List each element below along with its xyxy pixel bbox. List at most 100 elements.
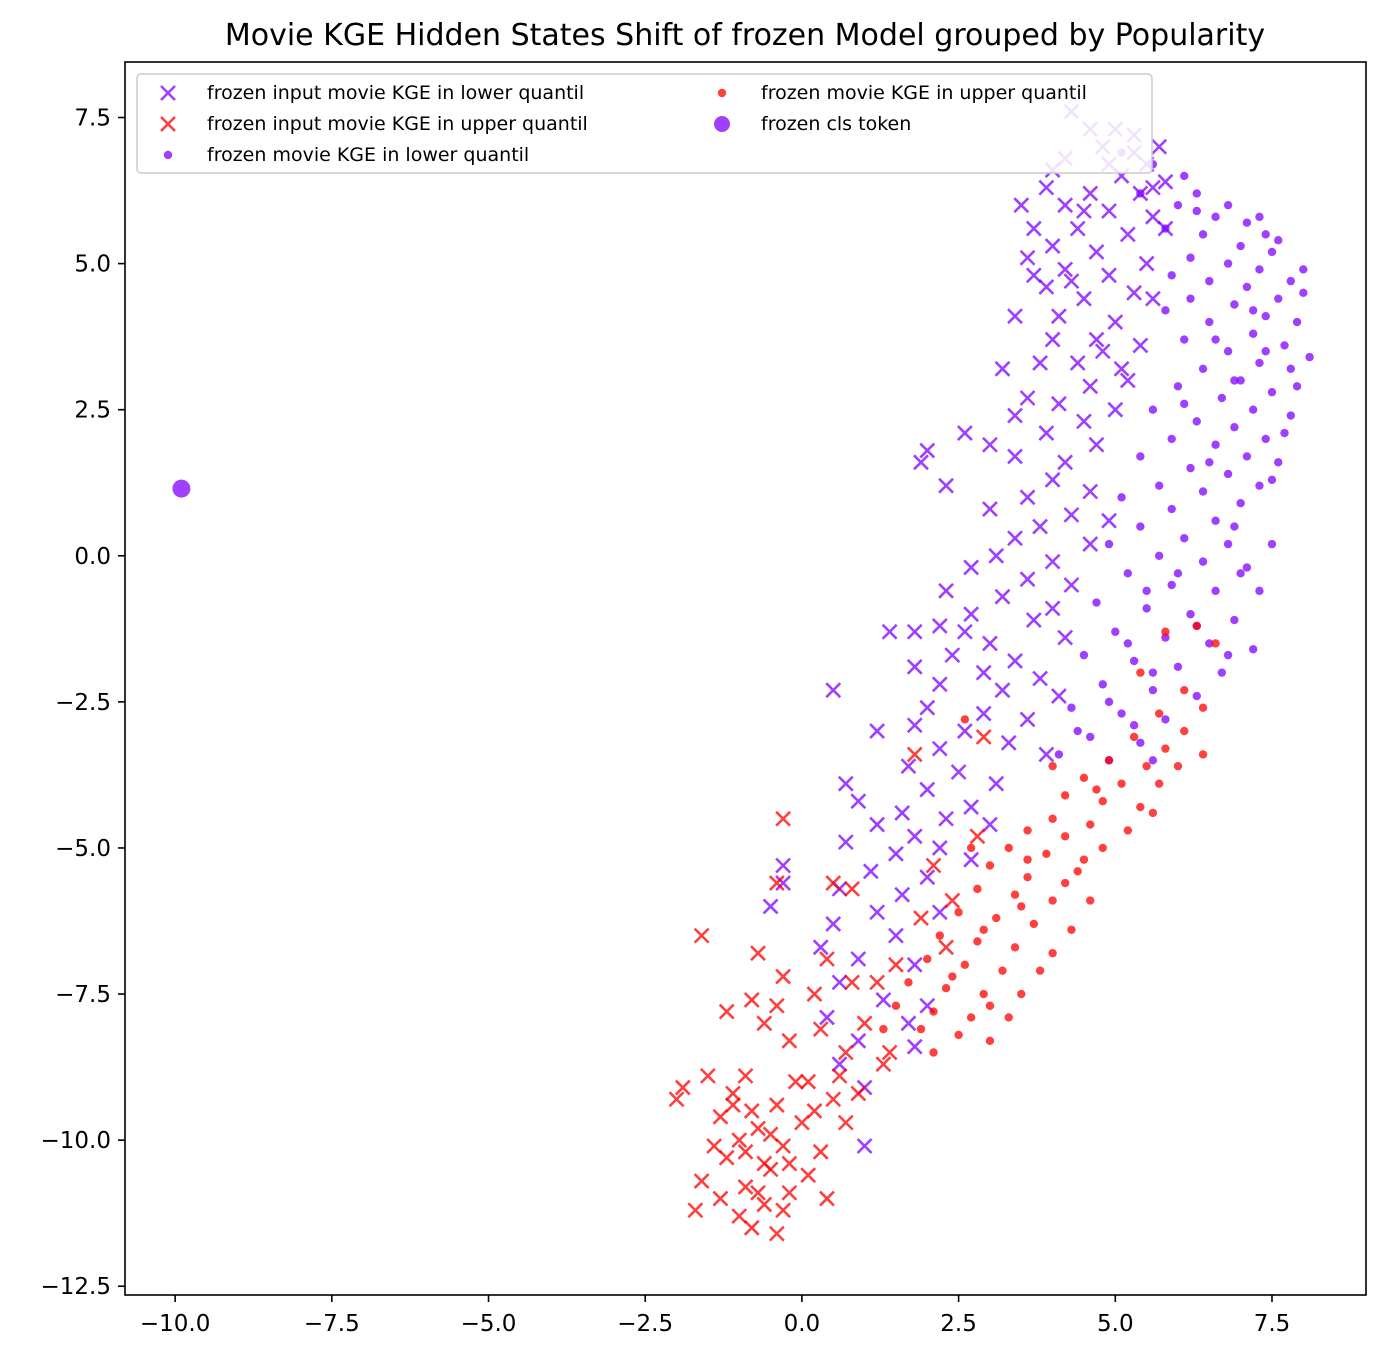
data-point bbox=[1142, 604, 1151, 613]
data-point bbox=[1180, 171, 1189, 181]
data-point bbox=[844, 974, 860, 991]
data-point bbox=[1086, 732, 1095, 742]
data-point bbox=[1154, 481, 1164, 490]
data-point bbox=[1038, 279, 1055, 295]
data-point bbox=[1107, 401, 1124, 418]
data-point bbox=[1019, 489, 1036, 506]
data-point bbox=[1173, 761, 1183, 771]
legend-marker-dot bbox=[717, 88, 727, 98]
data-point bbox=[1004, 843, 1013, 853]
data-point bbox=[1198, 557, 1208, 566]
data-point bbox=[1069, 355, 1086, 371]
data-point bbox=[994, 588, 1011, 605]
data-point bbox=[888, 845, 904, 862]
data-point bbox=[954, 908, 963, 917]
data-point bbox=[1223, 469, 1233, 479]
data-point bbox=[1060, 791, 1070, 800]
data-point bbox=[994, 360, 1011, 377]
data-point bbox=[1044, 600, 1061, 617]
data-point bbox=[1205, 317, 1214, 327]
data-point bbox=[1048, 896, 1057, 905]
data-point bbox=[862, 863, 879, 880]
data-point bbox=[1144, 179, 1161, 196]
data-point bbox=[1048, 948, 1057, 958]
data-point bbox=[931, 840, 948, 856]
data-point bbox=[1017, 989, 1026, 999]
data-point bbox=[1067, 925, 1076, 934]
data-point bbox=[1019, 571, 1036, 588]
data-point bbox=[1069, 220, 1086, 237]
data-point bbox=[1198, 703, 1208, 712]
data-point bbox=[894, 886, 911, 903]
data-point bbox=[768, 875, 785, 891]
data-point bbox=[988, 775, 1005, 792]
data-point bbox=[956, 723, 973, 740]
data-point bbox=[1057, 197, 1074, 214]
data-point bbox=[916, 1024, 926, 1034]
data-point bbox=[812, 1021, 829, 1038]
y-tick-label: −7.5 bbox=[55, 982, 111, 1008]
data-point bbox=[1057, 629, 1074, 646]
data-point bbox=[1186, 294, 1195, 303]
data-point bbox=[1230, 423, 1239, 432]
data-point bbox=[929, 1048, 938, 1057]
legend-item: frozen input movie KGE in lower quantil bbox=[160, 82, 584, 104]
data-point bbox=[1167, 271, 1176, 280]
data-point bbox=[725, 1085, 741, 1102]
data-point bbox=[1267, 475, 1277, 485]
data-point bbox=[1173, 382, 1183, 391]
data-point bbox=[775, 810, 792, 827]
data-point bbox=[975, 729, 992, 745]
data-point bbox=[1198, 750, 1208, 759]
y-tick-label: 7.5 bbox=[74, 106, 111, 132]
data-point bbox=[1267, 247, 1277, 257]
data-point bbox=[1048, 761, 1057, 771]
data-point bbox=[1180, 685, 1189, 695]
data-point bbox=[982, 501, 998, 517]
data-point bbox=[1123, 569, 1133, 578]
data-point bbox=[1086, 820, 1095, 829]
data-point bbox=[1148, 756, 1158, 765]
data-point bbox=[1123, 826, 1133, 835]
data-point bbox=[1104, 539, 1114, 549]
data-point bbox=[1280, 341, 1289, 350]
data-point bbox=[1038, 746, 1055, 763]
data-point bbox=[775, 968, 792, 985]
data-point bbox=[768, 1225, 785, 1242]
data-point bbox=[1274, 294, 1283, 303]
data-point bbox=[1129, 656, 1139, 666]
data-point bbox=[1038, 179, 1055, 196]
data-point bbox=[775, 857, 792, 874]
data-point bbox=[800, 1167, 817, 1184]
data-point bbox=[894, 804, 911, 821]
data-point bbox=[1205, 276, 1214, 286]
data-point bbox=[950, 764, 967, 780]
data-point bbox=[1173, 662, 1183, 672]
data-point bbox=[1255, 212, 1264, 222]
data-point bbox=[1082, 536, 1099, 553]
data-point bbox=[1126, 284, 1143, 301]
data-point bbox=[1186, 253, 1195, 262]
data-point bbox=[1019, 390, 1036, 406]
data-point bbox=[1161, 306, 1170, 315]
y-tick-label: 0.0 bbox=[74, 544, 111, 570]
data-point bbox=[825, 682, 842, 699]
x-tick-label: −7.5 bbox=[304, 1311, 360, 1337]
data-point bbox=[1161, 715, 1170, 724]
data-point bbox=[1144, 290, 1161, 307]
data-point bbox=[1023, 855, 1032, 864]
legend-box bbox=[136, 73, 1153, 174]
data-point bbox=[1211, 586, 1220, 596]
data-point bbox=[1117, 493, 1126, 502]
data-point bbox=[775, 875, 792, 891]
data-point bbox=[960, 960, 970, 970]
data-point bbox=[831, 1067, 848, 1084]
data-point bbox=[1023, 826, 1032, 835]
data-point bbox=[979, 989, 988, 999]
data-point bbox=[888, 956, 904, 973]
series-3 bbox=[879, 621, 1220, 1057]
data-point bbox=[1274, 458, 1283, 467]
data-point bbox=[1063, 273, 1080, 290]
data-point bbox=[1192, 621, 1201, 631]
